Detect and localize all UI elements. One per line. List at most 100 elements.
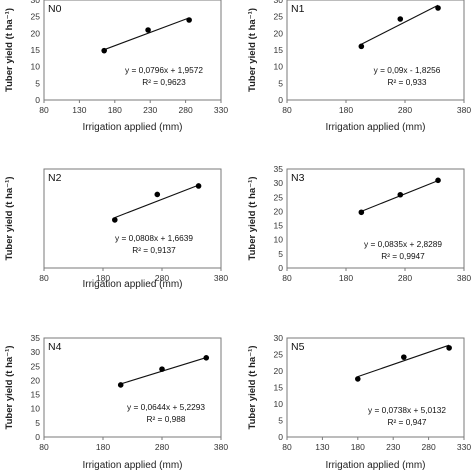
data-point <box>154 191 161 198</box>
plot-area-frame <box>286 337 465 438</box>
y-tick-label: 25 <box>274 192 284 202</box>
y-tick-label: 20 <box>274 366 284 376</box>
y-tick-label: 5 <box>278 78 283 88</box>
trendline-equation: y = 0,09x - 1,8256 <box>374 65 441 75</box>
y-tick-label: 25 <box>274 12 284 22</box>
y-tick-label: 10 <box>274 62 284 72</box>
panel-n0: 0 5 10 15 20 25 30 80 130 180 230 280 330 N0 y = 0,079… <box>4 0 228 133</box>
plot-area-frame <box>286 0 465 101</box>
y-axis-title: Tuber yield (t ha⁻¹) <box>247 345 258 429</box>
x-tick-label: 380 <box>214 273 228 283</box>
y-tick-label: 10 <box>274 399 284 409</box>
data-point <box>159 366 165 372</box>
y-tick-label: 15 <box>274 383 284 393</box>
y-axis-title: Tuber yield (t ha⁻¹) <box>4 345 15 429</box>
y-tick-label: 25 <box>31 12 41 22</box>
y-tick-label: 30 <box>31 347 41 357</box>
x-tick-label: 80 <box>282 273 292 283</box>
y-tick-label: 0 <box>35 95 40 105</box>
trendline-r2: R² = 0,988 <box>147 414 186 424</box>
y-tick-label: 30 <box>31 0 41 5</box>
y-axis-title: Tuber yield (t ha⁻¹) <box>4 176 15 260</box>
y-tick-label: 30 <box>274 333 284 343</box>
x-tick-label: 330 <box>457 442 471 452</box>
y-axis-title: Tuber yield (t ha⁻¹) <box>247 8 258 92</box>
y-tick-label: 30 <box>274 0 284 5</box>
trendline <box>103 17 190 51</box>
trendline <box>361 4 439 45</box>
x-tick-label: 230 <box>143 105 157 115</box>
data-point <box>358 43 365 50</box>
y-tick-label: 15 <box>274 45 284 55</box>
trendline-equation: y = 0,0644x + 5,2293 <box>127 402 205 412</box>
y-axis-title: Tuber yield (t ha⁻¹) <box>247 176 258 260</box>
x-tick-label: 80 <box>39 105 49 115</box>
y-tick-label: 25 <box>31 361 41 371</box>
x-tick-label: 280 <box>398 273 412 283</box>
trendline-equation: y = 0,0796x + 1,9572 <box>125 65 203 75</box>
y-tick-label: 10 <box>274 235 284 245</box>
y-tick-label: 0 <box>278 432 283 442</box>
x-axis-title: Irrigation applied (mm) <box>82 279 182 290</box>
data-point <box>203 355 210 361</box>
data-point <box>186 17 192 23</box>
plot-area-frame <box>43 0 222 101</box>
x-tick-label: 380 <box>214 442 228 452</box>
x-axis-title: Irrigation applied (mm) <box>82 460 182 471</box>
x-tick-label: 130 <box>315 442 329 452</box>
x-axis-title: Irrigation applied (mm) <box>325 122 425 133</box>
panel-label: N3 <box>291 172 305 184</box>
x-tick-label: 280 <box>179 105 193 115</box>
data-point <box>435 5 441 11</box>
panel-n1: 0 5 10 15 20 25 30 80 180 280 380 N1 y = 0,09x - 1,8… <box>247 0 471 133</box>
trendline-r2: R² = 0,947 <box>388 417 427 427</box>
y-tick-label: 15 <box>31 390 41 400</box>
y-tick-label: 35 <box>31 333 41 343</box>
panel-label: N0 <box>48 3 62 15</box>
y-tick-label: 20 <box>274 28 284 38</box>
x-tick-label: 230 <box>386 442 400 452</box>
x-tick-label: 80 <box>39 442 49 452</box>
y-tick-label: 30 <box>274 178 284 188</box>
y-tick-label: 10 <box>31 62 41 72</box>
x-tick-label: 380 <box>457 273 471 283</box>
data-point <box>397 191 404 198</box>
y-tick-label: 5 <box>35 418 40 428</box>
x-tick-label: 130 <box>72 105 86 115</box>
y-tick-label: 20 <box>31 28 41 38</box>
x-tick-label: 380 <box>457 105 471 115</box>
panel-label: N1 <box>291 3 305 15</box>
panel-label: N4 <box>48 341 62 353</box>
trendline-r2: R² = 0,933 <box>388 77 427 87</box>
data-point <box>112 217 118 223</box>
data-point <box>145 27 151 33</box>
trendline <box>357 344 450 378</box>
x-tick-label: 180 <box>96 273 110 283</box>
panel-n2: 80 180 280 380 N2 y = 0,0808x + 1,6639 R² = 0,… <box>4 168 228 290</box>
x-tick-label: 330 <box>214 105 228 115</box>
data-point <box>397 16 404 22</box>
y-tick-label: 0 <box>35 432 40 442</box>
y-tick-label: 5 <box>278 249 283 259</box>
trendline <box>114 184 199 219</box>
panel-n5: 0 5 10 15 20 25 30 80 130 180 230 280 330 N5 y = 0,073… <box>247 333 471 471</box>
data-point <box>435 177 441 184</box>
x-tick-label: 280 <box>155 442 169 452</box>
x-tick-label: 80 <box>282 105 292 115</box>
trendline-equation: y = 0,0738x + 5,0132 <box>368 405 446 415</box>
y-tick-label: 0 <box>278 263 283 273</box>
panel-label: N5 <box>291 341 305 353</box>
trendline-equation: y = 0,0835x + 2,8289 <box>364 239 442 249</box>
y-tick-label: 5 <box>278 416 283 426</box>
x-tick-label: 80 <box>39 273 49 283</box>
x-tick-label: 180 <box>339 273 353 283</box>
y-tick-label: 10 <box>31 404 41 414</box>
trendline-r2: R² = 0,9947 <box>381 251 425 261</box>
x-tick-label: 280 <box>398 105 412 115</box>
y-axis-title: Tuber yield (t ha⁻¹) <box>4 8 15 92</box>
x-tick-label: 180 <box>351 442 365 452</box>
y-tick-label: 20 <box>274 206 284 216</box>
x-tick-label: 80 <box>282 442 292 452</box>
data-point <box>101 47 107 54</box>
data-point <box>117 382 124 388</box>
